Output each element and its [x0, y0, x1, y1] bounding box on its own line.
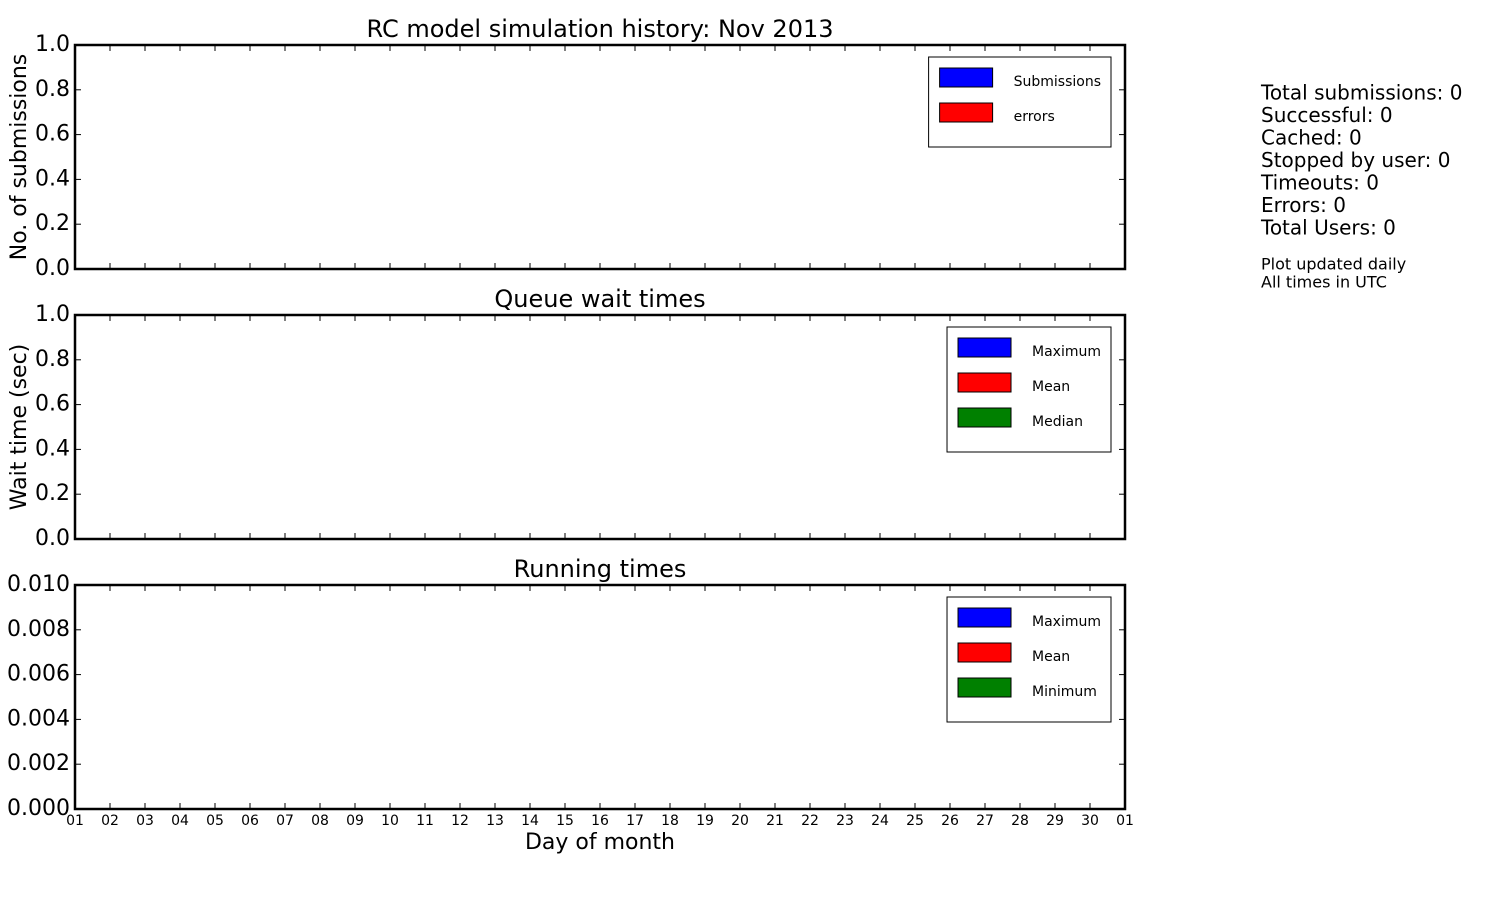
legend-label: Minimum: [1032, 684, 1097, 700]
x-tick-label: 23: [836, 813, 854, 829]
chart-title: RC model simulation history: Nov 2013: [366, 15, 833, 43]
x-tick-label: 24: [871, 813, 889, 829]
legend-swatch: [957, 642, 1012, 663]
stat-line: Successful: 0: [1261, 103, 1393, 127]
legend-swatch: [957, 372, 1012, 393]
x-tick-label: 13: [486, 813, 504, 829]
x-tick-label: 20: [731, 813, 749, 829]
y-tick-label: 0.4: [35, 436, 70, 461]
legend-label: Maximum: [1032, 344, 1101, 360]
plot-frame: [73, 313, 1127, 541]
x-tick-label: 09: [346, 813, 364, 829]
y-tick-label: 0.8: [35, 347, 70, 372]
y-axis-label: No. of submissions: [7, 54, 32, 261]
legend-swatch: [957, 607, 1012, 628]
legend-label: Maximum: [1032, 614, 1101, 630]
chart-title: Queue wait times: [494, 285, 705, 313]
x-tick-label: 04: [171, 813, 189, 829]
x-tick-label: 19: [696, 813, 714, 829]
y-tick-label: 0.006: [7, 662, 70, 687]
x-tick-label: 07: [276, 813, 294, 829]
x-tick-label: 01: [1116, 813, 1134, 829]
x-tick-label: 06: [241, 813, 259, 829]
legend-label: Mean: [1032, 379, 1070, 395]
x-tick-label: 26: [941, 813, 959, 829]
plot-frame: [73, 583, 1127, 811]
x-tick-label: 27: [976, 813, 994, 829]
y-tick-label: 0.008: [7, 617, 70, 642]
x-tick-label: 05: [206, 813, 224, 829]
y-tick-label: 1.0: [35, 32, 70, 57]
y-tick-label: 0.000: [7, 796, 70, 821]
y-tick-label: 0.010: [7, 572, 70, 597]
stat-line: Cached: 0: [1261, 126, 1362, 150]
legend-swatch: [957, 677, 1012, 698]
stat-line: Timeouts: 0: [1260, 171, 1379, 195]
x-tick-label: 25: [906, 813, 924, 829]
x-tick-label: 22: [801, 813, 819, 829]
x-tick-label: 17: [626, 813, 644, 829]
x-tick-label: 10: [381, 813, 399, 829]
y-tick-label: 0.6: [35, 392, 70, 417]
stat-line: Stopped by user: 0: [1261, 148, 1451, 172]
legend-swatch: [957, 407, 1012, 428]
x-tick-label: 11: [416, 813, 434, 829]
x-tick-label: 16: [591, 813, 609, 829]
stat-line: Total Users: 0: [1260, 216, 1396, 240]
x-tick-label: 29: [1046, 813, 1064, 829]
x-tick-label: 30: [1081, 813, 1099, 829]
y-tick-label: 0.002: [7, 751, 70, 776]
legend-swatch: [939, 102, 994, 123]
x-tick-label: 21: [766, 813, 784, 829]
legend-swatch: [939, 67, 994, 88]
x-tick-label: 15: [556, 813, 574, 829]
y-tick-label: 0.8: [35, 77, 70, 102]
legend-label: Median: [1032, 414, 1083, 430]
stat-line: Errors: 0: [1261, 193, 1346, 217]
y-tick-label: 0.2: [35, 211, 70, 236]
note-line: Plot updated daily: [1261, 255, 1406, 274]
x-tick-label: 14: [521, 813, 539, 829]
x-tick-label: 28: [1011, 813, 1029, 829]
y-tick-label: 0.4: [35, 166, 70, 191]
x-tick-label: 18: [661, 813, 679, 829]
legend-label: Submissions: [1014, 74, 1101, 90]
y-tick-label: 1.0: [35, 302, 70, 327]
y-tick-label: 0.0: [35, 256, 70, 281]
y-tick-label: 0.2: [35, 481, 70, 506]
x-tick-label: 03: [136, 813, 154, 829]
note-line: All times in UTC: [1261, 273, 1387, 292]
legend-swatch: [957, 337, 1012, 358]
y-tick-label: 0.0: [35, 526, 70, 551]
stat-line: Total submissions: 0: [1260, 81, 1462, 105]
y-tick-label: 0.004: [7, 706, 70, 731]
y-axis-label: Wait time (sec): [7, 344, 32, 511]
y-tick-label: 0.6: [35, 122, 70, 147]
x-axis-label: Day of month: [525, 830, 675, 855]
chart-title: Running times: [514, 555, 687, 583]
legend-label: Mean: [1032, 649, 1070, 665]
x-tick-label: 08: [311, 813, 329, 829]
x-tick-label: 02: [101, 813, 119, 829]
x-tick-label: 01: [66, 813, 84, 829]
plot-frame: [73, 43, 1127, 271]
legend-label: errors: [1014, 109, 1055, 125]
x-tick-label: 12: [451, 813, 469, 829]
